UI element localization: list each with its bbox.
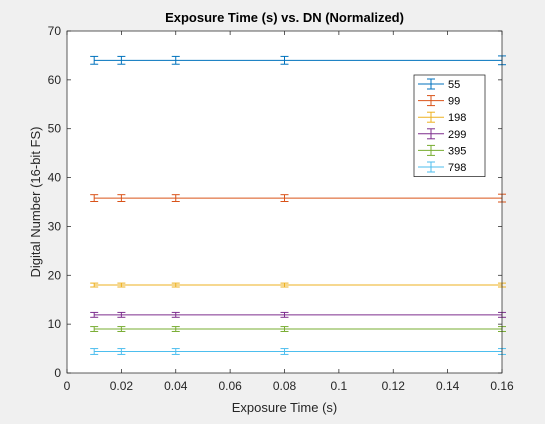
x-tick-label: 0.02 — [110, 379, 134, 393]
error-bar — [280, 55, 289, 65]
error-bar — [280, 348, 289, 355]
error-bar — [117, 194, 126, 203]
y-tick-label: 10 — [48, 317, 62, 331]
x-tick-label: 0.1 — [331, 379, 348, 393]
y-tick-label: 60 — [48, 73, 62, 87]
x-axis-label: Exposure Time (s) — [232, 400, 337, 415]
x-tick-label: 0.14 — [436, 379, 460, 393]
y-axis-label: Digital Number (16-bit FS) — [28, 127, 43, 278]
x-tick-label: 0.16 — [490, 379, 514, 393]
error-bar — [171, 282, 180, 288]
legend-item: 395 — [418, 144, 466, 157]
error-bar — [280, 326, 289, 332]
x-tick-label: 0.06 — [218, 379, 242, 393]
error-bar — [280, 311, 289, 318]
y-tick-label: 20 — [48, 268, 62, 282]
error-bar — [117, 348, 126, 355]
error-bar — [90, 55, 99, 65]
error-bar — [171, 348, 180, 355]
legend-item: 55 — [418, 78, 460, 91]
series-layer — [90, 55, 506, 355]
legend-box — [413, 74, 486, 177]
legend-label: 395 — [448, 145, 466, 157]
error-bar — [90, 326, 99, 332]
y-tick-label: 40 — [48, 171, 62, 185]
legend-label: 798 — [448, 162, 466, 174]
chart-title: Exposure Time (s) vs. DN (Normalized) — [165, 10, 404, 25]
legend-label: 198 — [448, 112, 466, 124]
error-bar — [90, 282, 99, 288]
y-tick-label: 0 — [54, 366, 61, 380]
x-tick-label: 0.08 — [273, 379, 297, 393]
error-bar — [117, 326, 126, 332]
series-798 — [90, 348, 506, 355]
y-tick-label: 30 — [48, 219, 62, 233]
error-bar — [90, 348, 99, 355]
x-tick-label: 0.04 — [164, 379, 188, 393]
legend-item: 198 — [418, 111, 466, 124]
legend-label: 99 — [448, 96, 460, 108]
y-tick-label: 50 — [48, 122, 62, 136]
legend: 55 99 198 299 395 798 — [413, 74, 486, 177]
axis-layer: 0 0.02 0.04 0.06 0.08 0.1 0.12 0.14 0.16 0 10 20 30 4… — [48, 24, 514, 393]
y-tick-label: 70 — [48, 24, 62, 38]
error-bar — [171, 326, 180, 332]
legend-item: 99 — [418, 95, 460, 108]
error-bar — [90, 194, 99, 203]
legend-item: 798 — [418, 161, 466, 174]
legend-label: 299 — [448, 129, 466, 141]
error-bar — [171, 311, 180, 318]
error-bar — [90, 311, 99, 318]
error-bar — [171, 55, 180, 65]
error-bar — [171, 194, 180, 203]
series-395 — [90, 326, 506, 332]
legend-label: 55 — [448, 79, 460, 91]
error-bar — [280, 194, 289, 203]
error-bar — [280, 282, 289, 288]
error-bar — [117, 282, 126, 288]
x-tick-label: 0.12 — [382, 379, 406, 393]
legend-item: 299 — [418, 128, 466, 141]
x-tick-label: 0 — [64, 379, 71, 393]
error-bar — [117, 311, 126, 318]
series-99 — [90, 193, 506, 203]
error-bar — [117, 55, 126, 65]
